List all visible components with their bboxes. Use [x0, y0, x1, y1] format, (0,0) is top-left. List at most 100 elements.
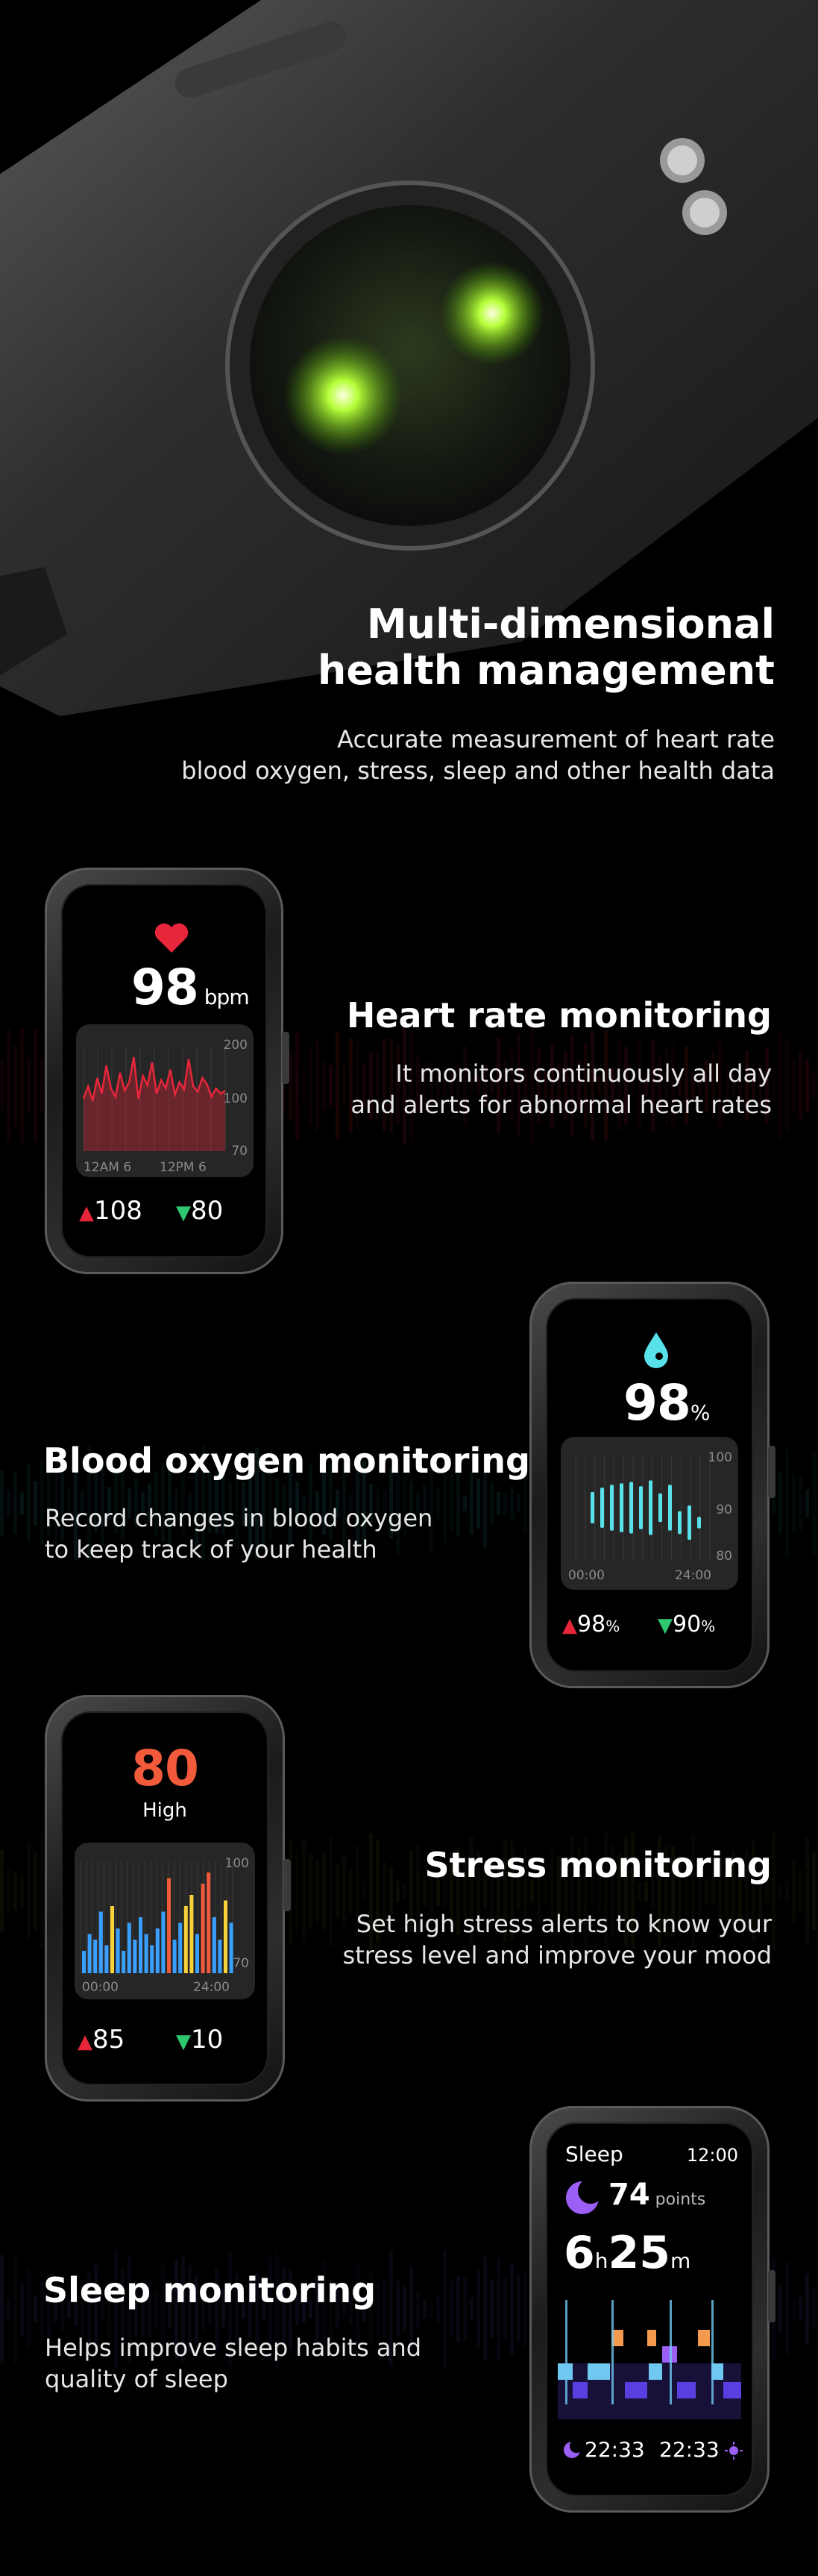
background-bar [128, 2254, 131, 2364]
background-bar [262, 1456, 265, 1550]
background-bar [309, 1464, 312, 1542]
background-bar [678, 1074, 682, 1097]
background-bar [302, 1069, 306, 1102]
stress-max: ▲85 [78, 2025, 125, 2055]
background-bar [47, 2275, 51, 2342]
background-bar [490, 1077, 494, 1094]
background-bar [329, 1834, 333, 1948]
background-bar [510, 1841, 514, 1941]
background-bar [315, 1491, 319, 1516]
background-bar [20, 2282, 24, 2336]
background-bar [470, 1837, 474, 1946]
background-bar [483, 1458, 487, 1549]
background-bar [644, 1881, 648, 1902]
background-bar [510, 1048, 514, 1123]
stress-bar [139, 1917, 142, 1973]
background-bar [517, 1494, 520, 1513]
background-bar [168, 1455, 172, 1551]
background-bar [510, 1485, 514, 1521]
background-bar [295, 1850, 299, 1932]
background-bar [107, 2280, 111, 2338]
background-bar [40, 1834, 44, 1949]
background-bar [201, 2287, 205, 2331]
background-bar [134, 1477, 138, 1529]
oxygen-chart-panel: 100 90 80 00:00 24:00 [561, 1437, 738, 1590]
axis-label: 24:00 [193, 1980, 230, 1995]
sleep-app-label: Sleep [565, 2142, 623, 2166]
background-bar [778, 1883, 782, 1899]
background-bar [389, 2251, 393, 2367]
background-bar [336, 1864, 339, 1918]
bedtime: 22:33 [585, 2437, 645, 2462]
background-bar [570, 1834, 574, 1948]
background-bar [242, 2299, 245, 2319]
background-bar [329, 1065, 333, 1106]
background-bar [148, 1483, 151, 1523]
background-bar [597, 1076, 601, 1095]
heart-max: ▲108 [79, 1196, 142, 1226]
background-bar [503, 1491, 507, 1515]
background-bar [221, 1472, 225, 1535]
axis-label: 12AM 6 [84, 1160, 132, 1175]
sleep-duration: 6h25m [564, 2227, 691, 2279]
background-bar [624, 1047, 628, 1124]
stress-level: High [142, 1799, 187, 1822]
background-bar [342, 1855, 346, 1928]
background-bar [523, 1068, 527, 1103]
background-bar [13, 1472, 17, 1535]
background-bar [289, 1459, 292, 1547]
background-bar [430, 1454, 433, 1552]
background-bar [470, 1077, 474, 1094]
background-bar [765, 1880, 769, 1902]
background-bar [7, 2298, 10, 2320]
oxygen-description: Record changes in blood oxygen to keep tr… [45, 1504, 433, 1564]
background-bar [40, 1059, 44, 1112]
background-bar [718, 1857, 722, 1925]
background-bar [403, 1883, 406, 1899]
stress-bar [229, 1922, 233, 1973]
stress-bar [110, 1906, 114, 1973]
stress-bar [172, 1940, 177, 1973]
background-bar [423, 1483, 427, 1523]
background-bar [383, 1491, 386, 1515]
background-bar [470, 1472, 474, 1535]
background-bar [121, 1467, 125, 1540]
background-bar [342, 1065, 346, 1106]
oxygen-value: 98% [623, 1374, 710, 1432]
oxygen-bar [629, 1482, 633, 1534]
background-bar [617, 1853, 621, 1929]
background-bar [27, 2269, 31, 2349]
background-bar [456, 1063, 460, 1108]
background-bar [752, 1841, 755, 1941]
oxygen-bar [658, 1493, 662, 1523]
background-bar [74, 2291, 78, 2327]
background-bar [443, 1463, 447, 1544]
stress-bar [122, 1951, 126, 1973]
background-bar [369, 1052, 373, 1119]
background-bar [376, 1840, 380, 1943]
background-bar [765, 1047, 769, 1124]
background-bar [530, 1879, 534, 1903]
background-bar [356, 1041, 359, 1129]
background-bar [685, 1046, 688, 1125]
background-bar [315, 1039, 319, 1132]
background-bar [738, 1060, 742, 1111]
background-bar [450, 1474, 453, 1532]
stress-bar [104, 1945, 109, 1973]
background-bar [7, 1868, 10, 1914]
background-bar [268, 1467, 272, 1540]
heart-watch: 98 bpm 200 100 70 12AM 6 12PM 6 ▲108 ▼80 [45, 868, 289, 1274]
heart-description: It monitors continuously all day and aler… [350, 1059, 772, 1119]
background-bar [87, 1446, 91, 1561]
background-bar [792, 1859, 796, 1923]
background-bar [624, 1836, 628, 1946]
background-bar [101, 1460, 104, 1546]
background-bar [503, 2278, 507, 2340]
stress-watch: 80 High 100 70 00:00 24:00 ▲85 ▼10 [45, 1695, 291, 2102]
background-bar [564, 1862, 567, 1920]
background-bar [591, 1874, 594, 1908]
background-bar [537, 1858, 541, 1925]
background-bar [40, 1461, 44, 1546]
background-bar [34, 1028, 37, 1143]
background-bar [242, 1482, 245, 1525]
